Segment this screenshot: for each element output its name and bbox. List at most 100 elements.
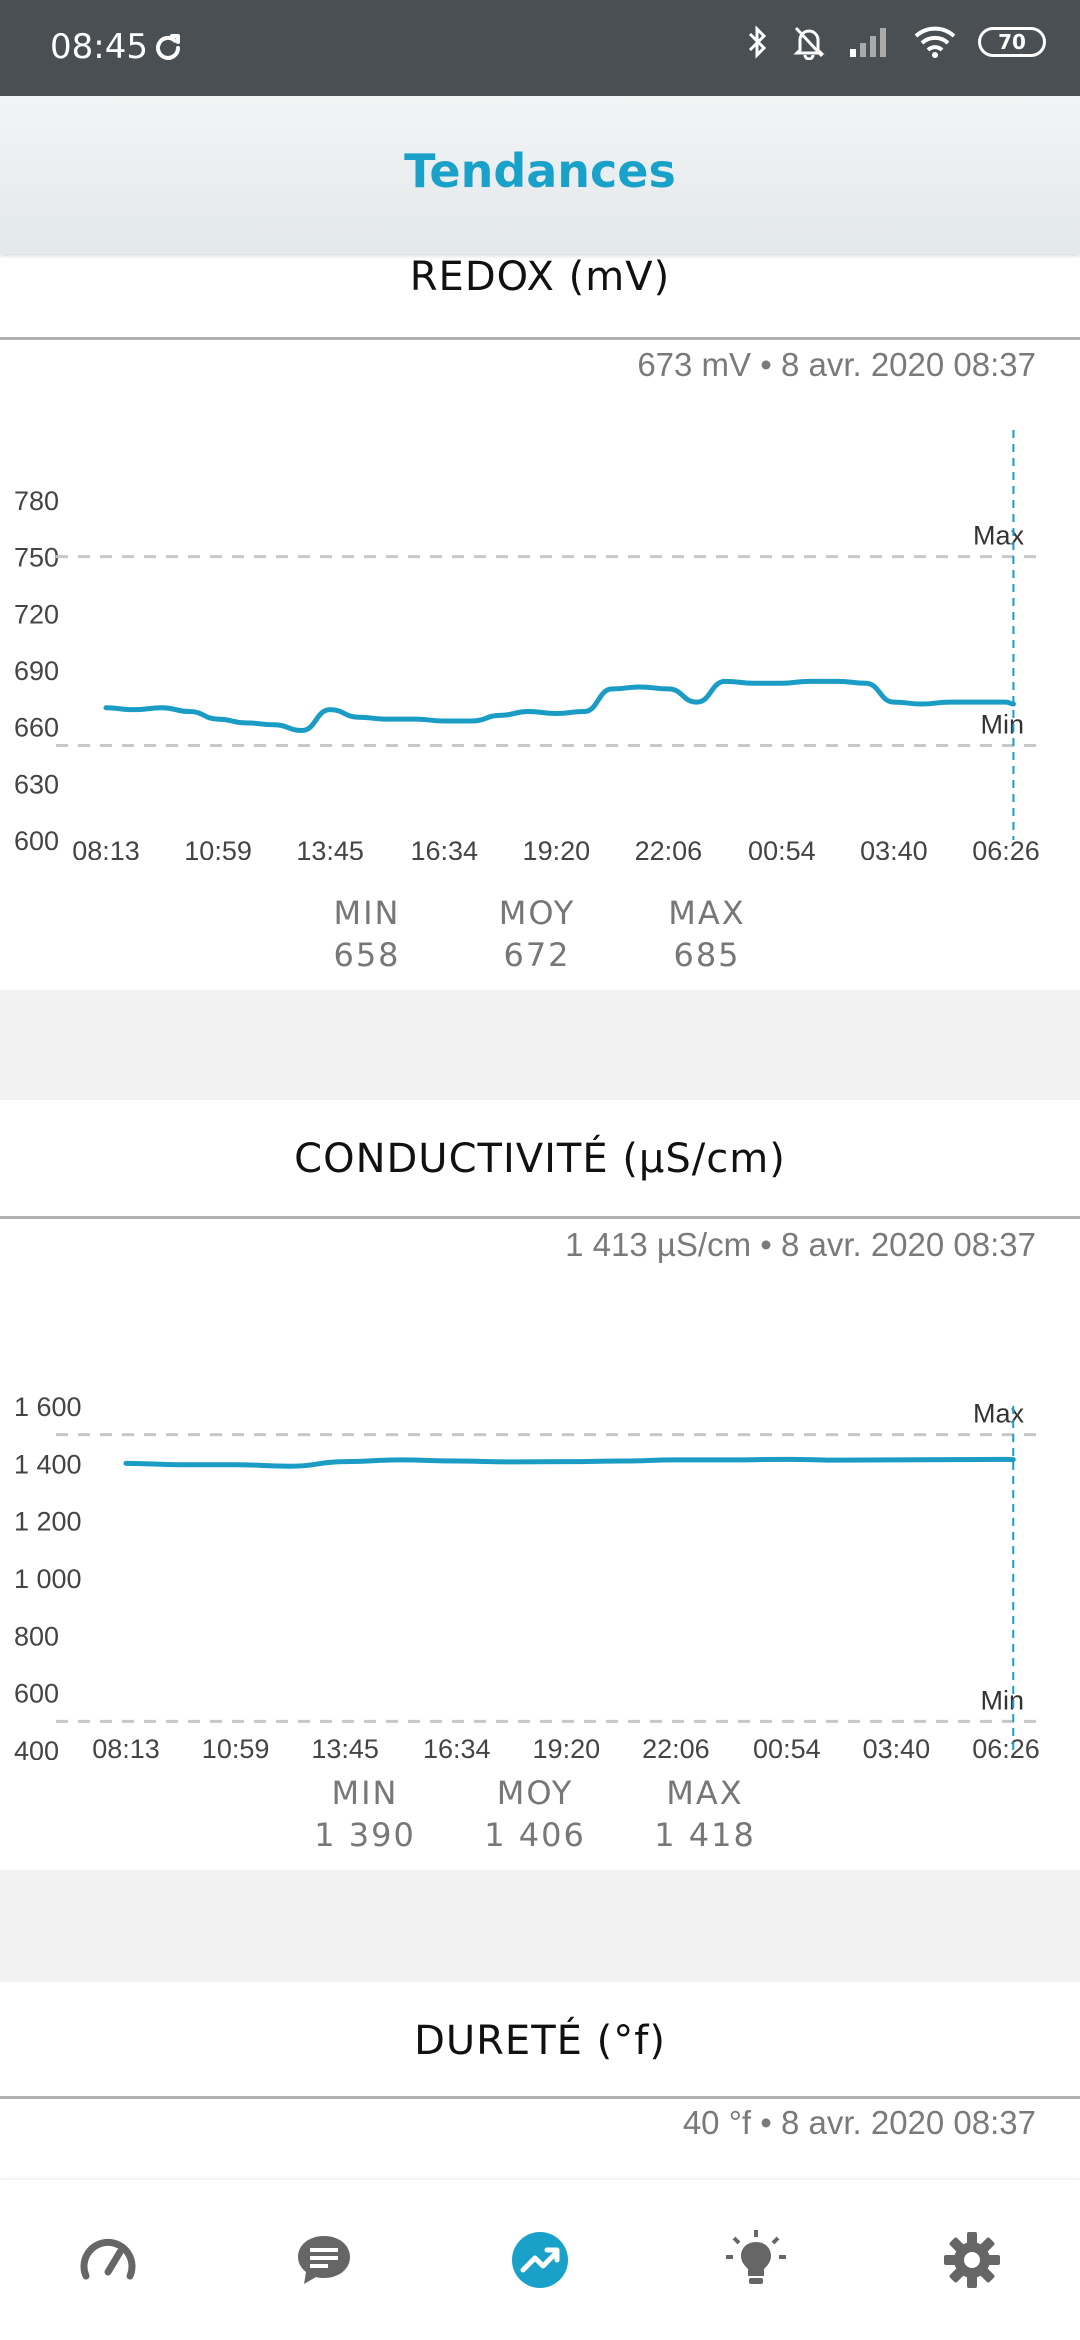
stat-max: MAX 685 — [622, 894, 792, 974]
redox-chart[interactable]: 780 750 720 690 660 630 600 08:13 10:59 13:45 16:3… — [0, 420, 1080, 866]
stat-avg-label: MOY — [498, 894, 576, 932]
nav-trends[interactable] — [500, 2220, 580, 2300]
stat-max-label: MAX — [666, 1774, 744, 1812]
stat-min-value: 658 — [333, 936, 401, 974]
status-time: 08:45 — [50, 27, 148, 67]
data-point — [328, 707, 333, 712]
stat-max-value: 685 — [673, 936, 741, 974]
y-tick-label: 1 200 — [14, 1507, 82, 1537]
x-tick-label: 08:13 — [92, 1734, 160, 1760]
data-point — [187, 709, 192, 714]
signal-icon — [850, 28, 886, 57]
trends-icon — [512, 2232, 568, 2288]
data-point — [975, 700, 980, 705]
gauge-icon — [80, 2238, 136, 2280]
data-point — [356, 715, 361, 720]
stat-avg-label: MOY — [496, 1774, 574, 1812]
latest-reading: 1 413 µS/cm • 8 avr. 2020 08:37 — [565, 1226, 1036, 1263]
chart-card-redox[interactable]: REDOX (mV) 673 mV • 8 avr. 2020 08:37 78… — [0, 254, 1080, 990]
data-point — [582, 709, 587, 714]
nav-messages[interactable] — [284, 2220, 364, 2300]
data-point — [891, 700, 896, 705]
y-tick-label: 630 — [14, 769, 59, 799]
x-tick-label: 13:45 — [296, 836, 364, 860]
x-tick-label: 22:06 — [635, 836, 703, 860]
data-point — [666, 686, 671, 691]
data-point — [610, 686, 615, 691]
x-tick-label: 08:13 — [72, 836, 140, 860]
y-tick-label: 750 — [14, 543, 59, 573]
stat-avg: MOY 1 406 — [450, 1774, 620, 1854]
bottom-navigation — [0, 2180, 1080, 2340]
data-point — [384, 717, 389, 722]
stat-max: MAX 1 418 — [620, 1774, 790, 1854]
threshold-max-label: Max — [973, 1399, 1025, 1429]
x-tick-label: 16:34 — [410, 836, 478, 860]
x-tick-label: 16:34 — [423, 1734, 491, 1760]
y-tick-label: 1 400 — [14, 1449, 82, 1479]
data-point — [272, 722, 277, 727]
data-point — [729, 1457, 734, 1462]
data-point — [835, 679, 840, 684]
data-point — [413, 717, 418, 722]
chart-title: DURETÉ (°f) — [414, 2018, 666, 2064]
data-point — [807, 679, 812, 684]
x-tick-label: 03:40 — [863, 1734, 931, 1760]
data-point — [288, 1464, 293, 1469]
data-point — [243, 720, 248, 725]
conductivity-chart[interactable]: 1 600 1 400 1 200 1 000 800 600 400 08:13 10:59 1… — [0, 1290, 1080, 1766]
wifi-icon — [914, 26, 956, 58]
data-point — [299, 728, 304, 733]
chart-stats: MIN 658 MOY 672 MAX 685 — [282, 894, 792, 974]
x-tick-label: 06:26 — [972, 1734, 1040, 1760]
data-point — [233, 1462, 238, 1467]
stat-min: MIN 1 390 — [280, 1774, 450, 1854]
stat-min-label: MIN — [333, 894, 401, 932]
data-point — [751, 681, 756, 686]
chart-card-conductivity[interactable]: CONDUCTIVITÉ (µS/cm) 1 413 µS/cm • 8 avr… — [0, 1100, 1080, 1870]
data-point — [124, 1461, 128, 1466]
data-point — [949, 1457, 954, 1462]
data-point — [216, 717, 221, 722]
data-point — [554, 711, 559, 716]
data-point — [894, 1457, 899, 1462]
chart-title: CONDUCTIVITÉ (µS/cm) — [294, 1136, 786, 1182]
data-point — [919, 702, 924, 706]
nav-tips[interactable] — [716, 2220, 796, 2300]
data-point — [673, 1457, 678, 1462]
x-tick-label: 19:20 — [533, 1734, 601, 1760]
x-tick-label: 10:59 — [202, 1734, 270, 1760]
chart-card-hardness[interactable]: DURETÉ (°f) 40 °f • 8 avr. 2020 08:37 — [0, 1982, 1080, 2180]
series-line — [123, 1456, 1016, 1469]
data-point — [525, 709, 530, 714]
x-tick-label: 10:59 — [184, 836, 252, 860]
stat-avg-value: 1 406 — [484, 1816, 586, 1854]
data-point — [784, 1457, 789, 1462]
latest-reading: 673 mV • 8 avr. 2020 08:37 — [637, 346, 1036, 383]
y-tick-label: 720 — [14, 599, 59, 629]
stat-min-value: 1 390 — [314, 1816, 416, 1854]
sync-icon — [156, 34, 180, 60]
divider — [0, 337, 1080, 340]
data-point — [947, 700, 952, 705]
notifications-off-icon — [793, 26, 825, 60]
data-point — [1011, 1457, 1016, 1462]
nav-dashboard[interactable] — [68, 2220, 148, 2300]
data-point — [498, 713, 503, 718]
nav-settings[interactable] — [932, 2220, 1012, 2300]
data-point — [638, 685, 643, 689]
chart-stats: MIN 1 390 MOY 1 406 MAX 1 418 — [280, 1774, 790, 1854]
stat-min: MIN 658 — [282, 894, 452, 974]
data-point — [469, 719, 474, 723]
y-tick-label: 660 — [14, 713, 59, 743]
data-point — [1004, 1457, 1008, 1462]
y-tick-label: 690 — [14, 656, 59, 686]
data-point — [863, 681, 868, 686]
x-tick-label: 00:54 — [753, 1734, 821, 1760]
stat-min-label: MIN — [331, 1774, 399, 1812]
data-point — [619, 1459, 624, 1464]
status-icons: 70 — [746, 24, 1046, 60]
status-bar: 08:45 70 — [0, 0, 1080, 96]
y-tick-label: 1 600 — [14, 1392, 82, 1422]
stat-max-label: MAX — [668, 894, 746, 932]
